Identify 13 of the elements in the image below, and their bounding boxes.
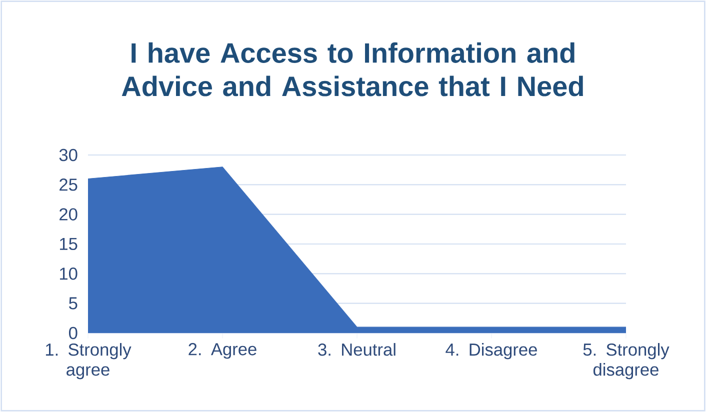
y-tick-label: 20 bbox=[60, 208, 78, 220]
y-tick-label: 10 bbox=[60, 268, 78, 280]
x-tick-label: 1. Strongly agree bbox=[46, 343, 132, 380]
y-tick-label: 5 bbox=[69, 297, 78, 310]
x-tick-label: 3. Neutral bbox=[318, 343, 396, 356]
y-tick-label: 25 bbox=[60, 178, 78, 191]
x-tick-label: 4. Disagree bbox=[446, 343, 537, 360]
y-tick-label: 0 bbox=[68, 326, 78, 340]
chart-title: I have Access to Information and Advice and Assistance that I Need bbox=[122, 42, 583, 96]
x-tick-label: 2. Agree bbox=[188, 343, 256, 359]
y-tick-label: 30 bbox=[59, 148, 78, 162]
x-tick-label: 5. Strongly disagree bbox=[583, 343, 670, 380]
y-tick-label: 15 bbox=[60, 238, 78, 250]
